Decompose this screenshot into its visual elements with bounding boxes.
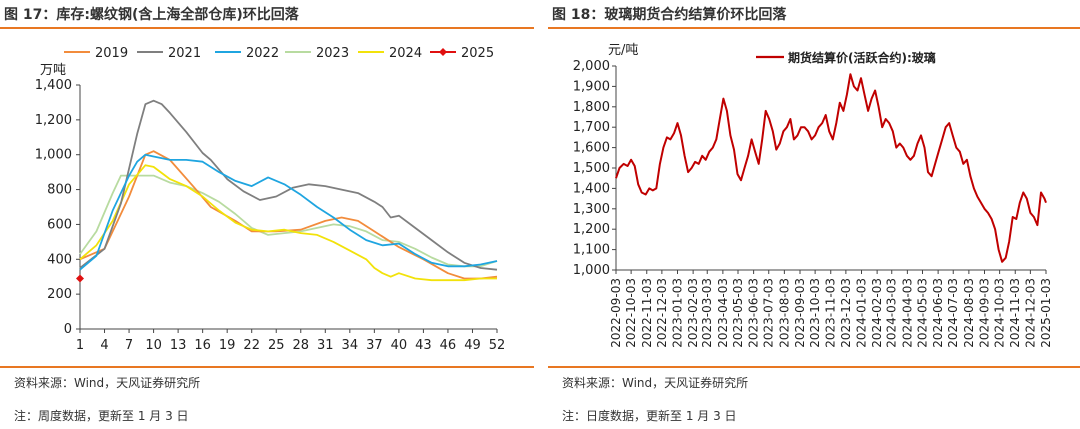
y-tick-label: 1,800 (573, 100, 610, 115)
x-tick-label: 2024-02-03 (870, 278, 884, 348)
y-tick-label: 1,300 (573, 202, 610, 217)
y-tick-label: 1,100 (573, 243, 610, 258)
x-tick-label: 2024-05-03 (915, 278, 929, 348)
y-tick-label: 1,700 (573, 120, 610, 135)
y-tick-label: 1,200 (573, 222, 610, 237)
y-tick-label: 1,400 (573, 181, 610, 196)
x-tick-label: 2023-08-03 (777, 278, 791, 348)
series-line-2023 (79, 174, 498, 268)
x-tick-label: 16 (194, 338, 211, 353)
y-tick-label: 800 (47, 183, 72, 198)
x-tick-label: 2024-04-03 (900, 278, 914, 348)
x-tick-label: 2023-03-03 (700, 278, 714, 348)
series-line-2024 (79, 164, 497, 282)
y-axis-label: 万吨 (40, 63, 66, 78)
x-tick-label: 2023-11-03 (824, 278, 838, 348)
x-tick-label: 2023-01-03 (671, 278, 685, 348)
legend-label: 2024 (389, 46, 422, 61)
legend-marker (439, 48, 447, 56)
x-tick-label: 13 (170, 338, 187, 353)
legend-label: 2025 (461, 46, 494, 61)
source-text: 资料来源：Wind，天风证券研究所 (562, 376, 749, 390)
x-tick-label: 10 (145, 338, 162, 353)
y-tick-label: 1,200 (35, 113, 72, 128)
y-tick-label: 1,500 (573, 161, 610, 176)
x-tick-label: 2023-09-03 (793, 278, 807, 348)
x-tick-label: 2022-10-03 (624, 278, 638, 348)
legend-label: 2023 (316, 46, 349, 61)
x-tick-label: 22 (243, 338, 260, 353)
x-tick-label: 46 (440, 338, 457, 353)
note-text: 注：周度数据，更新至 1 月 3 日 (14, 409, 189, 423)
x-tick-label: 31 (317, 338, 334, 353)
x-tick-label: 34 (342, 338, 359, 353)
y-tick-label: 1,900 (573, 79, 610, 94)
source-text: 资料来源：Wind，天风证券研究所 (14, 376, 201, 390)
x-tick-label: 2025-01-03 (1039, 278, 1053, 348)
x-tick-label: 19 (219, 338, 236, 353)
series-line-glass (615, 73, 1047, 263)
x-tick-label: 2023-05-03 (731, 278, 745, 348)
x-tick-label: 2024-06-03 (931, 278, 945, 348)
x-tick-label: 2024-08-03 (962, 278, 976, 348)
y-tick-label: 400 (47, 252, 72, 267)
x-tick-label: 2022-09-03 (609, 278, 623, 348)
x-tick-label: 7 (125, 338, 133, 353)
x-tick-label: 2022-11-03 (640, 278, 654, 348)
title-rule (548, 27, 1080, 29)
glass-futures-chart: 元/吨 1,000 1,100 1,200 1,300 1,400 1,500 1,600 1,… (573, 43, 1053, 348)
x-tick-label: 2023-10-03 (808, 278, 822, 348)
rebar-inventory-chart: 万吨 0 200 400 600 800 1,000 1,200 1,400 1 4 7 10 13 16 1… (35, 46, 506, 353)
x-tick-label: 2024-07-03 (946, 278, 960, 348)
x-tick-label: 2024-03-03 (885, 278, 899, 348)
x-tick-label: 2024-01-03 (854, 278, 868, 348)
source-rule (0, 366, 534, 368)
series-point-2025 (76, 274, 84, 283)
y-tick-label: 200 (47, 287, 72, 302)
x-tick-label: 1 (76, 338, 84, 353)
y-tick-label: 2,000 (573, 59, 610, 74)
x-tick-label: 25 (268, 338, 285, 353)
x-tick-label: 2024-09-03 (977, 278, 991, 348)
x-tick-label: 2022-12-03 (655, 278, 669, 348)
x-tick-label: 2023-04-03 (716, 278, 730, 348)
right-figure: 图 18：玻璃期货合约结算价环比回落 元/吨 1,000 1,100 1,200 1,3… (548, 0, 1080, 429)
title-rule (0, 27, 534, 29)
left-figure: 图 17：库存:螺纹钢(含上海全部仓库)环比回落 万吨 0 200 400 600 800… (0, 0, 534, 429)
x-tick-label: 40 (391, 338, 408, 353)
x-tick-label: 2023-06-03 (747, 278, 761, 348)
y-tick-label: 1,400 (35, 78, 72, 93)
x-tick-label: 49 (464, 338, 481, 353)
y-tick-label: 1,000 (35, 148, 72, 163)
x-tick-label: 2023-02-03 (686, 278, 700, 348)
y-tick-label: 1,600 (573, 141, 610, 156)
y-tick-label: 600 (47, 217, 72, 232)
series-line-2022 (79, 153, 498, 271)
x-tick-label: 2023-07-03 (762, 278, 776, 348)
y-tick-label: 0 (64, 322, 72, 337)
series-line-2021 (79, 99, 498, 271)
legend-label: 2019 (95, 46, 128, 61)
x-tick-label: 37 (366, 338, 383, 353)
x-tick-label: 4 (100, 338, 108, 353)
y-axis-label: 元/吨 (608, 43, 638, 58)
x-tick-label: 43 (415, 338, 432, 353)
legend-label: 期货结算价(活跃合约):玻璃 (788, 50, 936, 65)
x-tick-label: 2024-12-03 (1023, 278, 1037, 348)
legend-label: 2022 (246, 46, 279, 61)
note-text: 注：日度数据，更新至 1 月 3 日 (562, 409, 737, 423)
source-rule (548, 366, 1080, 368)
legend-label: 2021 (168, 46, 201, 61)
x-tick-label: 2024-11-03 (1008, 278, 1022, 348)
figure-title: 图 17：库存:螺纹钢(含上海全部仓库)环比回落 (4, 7, 299, 23)
x-tick-label: 52 (489, 338, 506, 353)
figure-title: 图 18：玻璃期货合约结算价环比回落 (552, 7, 787, 23)
x-tick-label: 28 (292, 338, 309, 353)
x-tick-label: 2024-10-03 (993, 278, 1007, 348)
x-tick-label: 2023-12-03 (839, 278, 853, 348)
y-tick-label: 1,000 (573, 263, 610, 278)
